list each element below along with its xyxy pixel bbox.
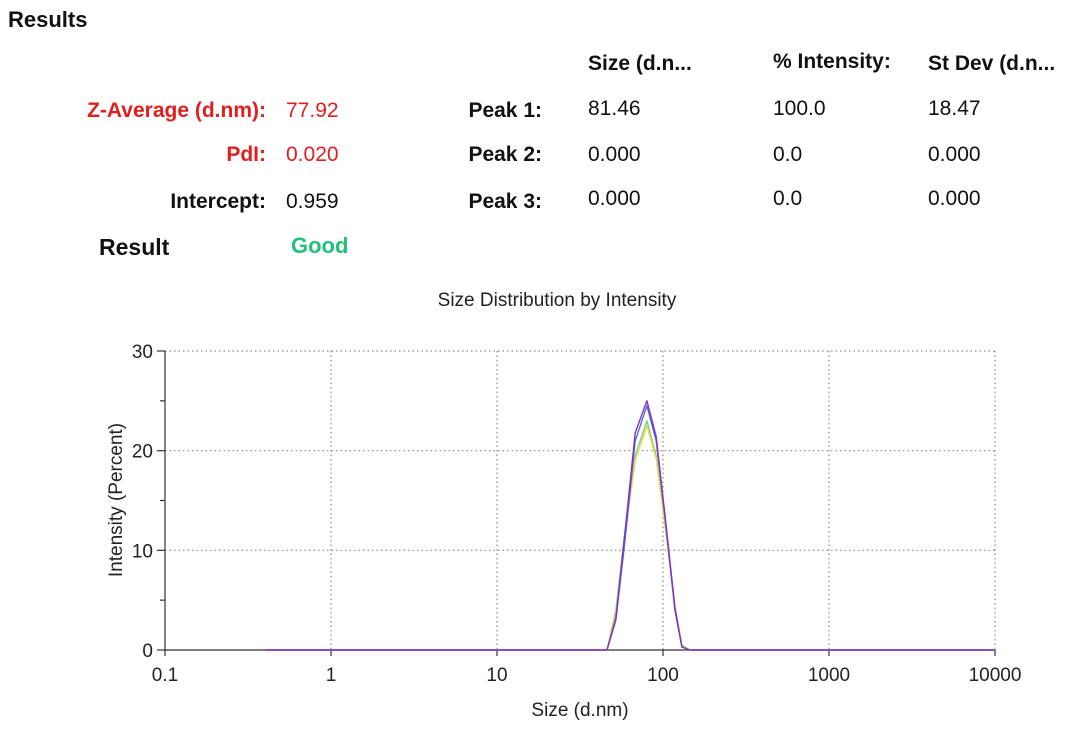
chart-title: Size Distribution by Intensity [438, 290, 677, 311]
x-tick-label: 1 [326, 665, 337, 686]
zavg-value: 77.92 [286, 99, 339, 122]
x-tick-label: 0.1 [152, 665, 178, 686]
peak3-size: 0.000 [588, 187, 641, 210]
col-size-header: Size (d.n... [588, 52, 692, 75]
intercept-value: 0.959 [286, 190, 339, 213]
peak2-size: 0.000 [588, 143, 641, 166]
peak1-intensity: 100.0 [773, 97, 826, 120]
y-tick-label: 20 [132, 442, 153, 463]
zavg-label: Z-Average (d.nm): [87, 99, 266, 122]
peak1-size: 81.46 [588, 97, 641, 120]
series-line-3 [264, 405, 995, 651]
col-intensity-header: % Intensity: [773, 50, 891, 73]
result-label: Result [99, 234, 170, 260]
series-line-4 [264, 400, 995, 651]
y-tick-label: 10 [132, 541, 153, 562]
series-line-2 [264, 425, 995, 651]
peak1-label: Peak 1: [468, 99, 542, 122]
intercept-label: Intercept: [170, 190, 266, 213]
x-axis-label: Size (d.nm) [531, 700, 628, 721]
col-stdev-header: St Dev (d.n... [928, 52, 1056, 75]
x-tick-label: 10 [486, 665, 507, 686]
result-value: Good [291, 233, 349, 258]
x-tick-label: 1000 [808, 665, 850, 686]
series-line-1 [264, 420, 995, 651]
peak3-intensity: 0.0 [773, 187, 803, 210]
pdi-value: 0.020 [286, 143, 339, 166]
y-tick-label: 30 [132, 342, 153, 363]
section-title: Results [8, 7, 88, 32]
peak3-stdev: 0.000 [928, 187, 981, 210]
peak2-intensity: 0.0 [773, 143, 803, 166]
peak1-stdev: 18.47 [928, 97, 981, 120]
x-tick-label: 100 [647, 665, 679, 686]
peak2-stdev: 0.000 [928, 143, 981, 166]
peak2-label: Peak 2: [468, 143, 542, 166]
pdi-label: PdI: [226, 143, 266, 166]
y-axis-label: Intensity (Percent) [106, 423, 127, 577]
x-tick-label: 10000 [969, 665, 1022, 686]
y-tick-label: 0 [142, 641, 153, 662]
peak3-label: Peak 3: [468, 190, 542, 213]
